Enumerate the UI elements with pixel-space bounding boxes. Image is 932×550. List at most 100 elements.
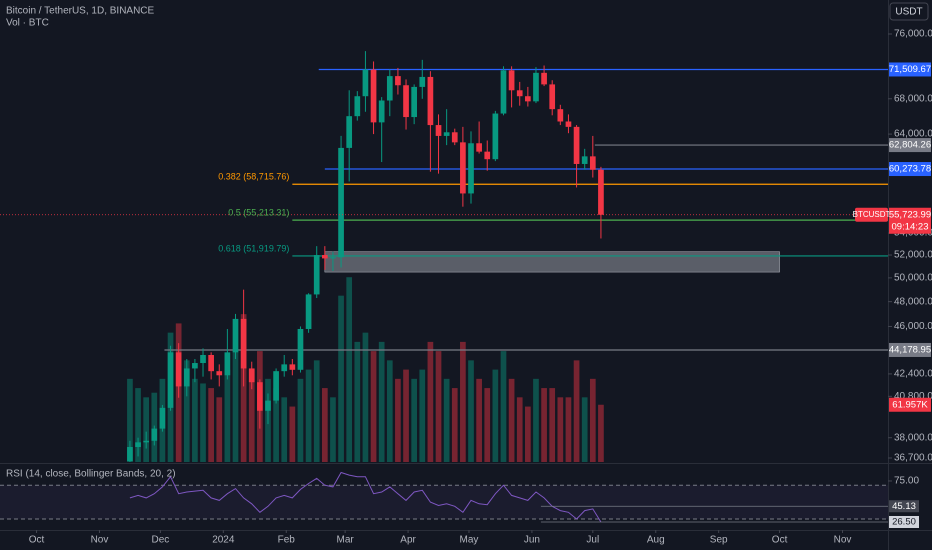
fib-label: 0.382 (58,715.76) (218, 172, 289, 182)
volume-bar (435, 351, 442, 462)
volume-bar (573, 360, 580, 462)
volume-bar (443, 378, 450, 462)
candle-body (135, 442, 141, 447)
volume-bar (208, 388, 214, 462)
candle-body (468, 143, 474, 194)
currency-button[interactable] (889, 2, 929, 21)
volume-bar (581, 397, 588, 462)
candle-body (508, 70, 515, 91)
candle-body (208, 354, 214, 372)
rsi-line (129, 471, 602, 523)
volume-bar (200, 383, 206, 462)
candle-body (167, 352, 174, 408)
x-tick-label: May (460, 535, 479, 546)
chart-title: Bitcoin / TetherUS, 1D, BINANCE (6, 6, 155, 17)
candle-body (395, 76, 401, 86)
candle-body (443, 132, 450, 136)
volume-bar (403, 369, 409, 462)
candle-body (386, 76, 393, 101)
level-label-box (889, 162, 931, 177)
candle-body (549, 84, 556, 110)
y-tick-label: 42,400.00 (894, 369, 932, 380)
y-tick-label: 38,000.00 (894, 432, 932, 443)
candle-body (492, 113, 499, 160)
volume-bar (143, 397, 150, 462)
x-tick-label: Aug (647, 535, 665, 546)
volume-bar (533, 378, 539, 462)
candle-body (127, 446, 133, 462)
countdown-label: 09:14:23 (892, 221, 929, 232)
volume-bar (216, 397, 223, 462)
candle-body (403, 85, 409, 118)
candle-body (435, 125, 442, 136)
volume-bar (127, 378, 133, 462)
candle-body (257, 382, 263, 411)
candle-body (378, 100, 385, 123)
volume-bar (500, 351, 507, 462)
volume-bar (224, 369, 231, 462)
x-tick-label: Nov (834, 535, 852, 546)
fib-label: 0.618 (51,919.79) (218, 243, 289, 253)
volume-bar (338, 295, 344, 462)
candle-body (427, 76, 434, 126)
candle-body (159, 407, 166, 429)
symbol-label: BTCUSDT (853, 210, 891, 219)
volume-bar (525, 406, 531, 462)
volume-label-box (889, 397, 931, 412)
volume-bar (240, 314, 247, 462)
volume-title: Vol · BTC (6, 18, 49, 29)
x-tick-label: Mar (337, 535, 355, 546)
volume-bar (386, 360, 393, 462)
volume-bar (313, 360, 320, 462)
x-tick-label: Jun (524, 535, 540, 546)
candle-body (143, 440, 150, 443)
candle-body (411, 86, 417, 118)
rsi-last-box (889, 515, 919, 528)
volume-bar (370, 351, 377, 462)
volume-bar (468, 360, 474, 462)
y-tick-label: 40,800.00 (894, 391, 932, 402)
level-label: 62,804.26 (889, 140, 931, 151)
x-tick-label: Sep (710, 535, 728, 546)
candle-body (265, 400, 271, 411)
x-tick-label: Nov (91, 535, 109, 546)
candle-body (248, 368, 255, 383)
volume-bar (232, 351, 239, 462)
rsi-ma-label: 45.13 (892, 501, 916, 512)
price-zone (324, 251, 780, 273)
volume-bar (557, 397, 564, 462)
candle-body (224, 352, 231, 376)
candle-body (192, 363, 198, 369)
symbol-label-box (855, 207, 888, 222)
candle-body (338, 147, 344, 258)
candle-body (500, 70, 507, 114)
rsi-tick-label: 75.00 (894, 476, 919, 487)
candle-body (289, 364, 296, 370)
x-tick-label: Dec (151, 535, 169, 546)
x-tick-label: 2024 (212, 535, 235, 546)
candle-body (346, 116, 353, 148)
last-price-box (889, 207, 931, 234)
volume-bar (598, 404, 604, 462)
volume-bar (589, 378, 596, 462)
volume-bar (297, 378, 304, 462)
volume-bar (354, 341, 361, 462)
volume-bar (330, 397, 336, 462)
y-tick-label: 52,000.00 (894, 250, 932, 261)
candle-body (476, 143, 482, 152)
candle-body (200, 354, 206, 364)
level-label: 60,273.78 (889, 164, 931, 175)
volume-bar (541, 388, 547, 462)
x-tick-label: Oct (29, 535, 45, 546)
overlay: 76,000.0068,000.0064,000.0054,000.0052,0… (29, 29, 932, 546)
x-tick-label: Apr (400, 535, 416, 546)
y-tick-label: 76,000.00 (894, 29, 932, 40)
candle-body (589, 156, 596, 170)
currency-label[interactable]: USDT (895, 7, 922, 18)
rsi-band-fill (0, 485, 888, 520)
volume-bar (549, 388, 556, 462)
volume-bar (451, 388, 458, 462)
